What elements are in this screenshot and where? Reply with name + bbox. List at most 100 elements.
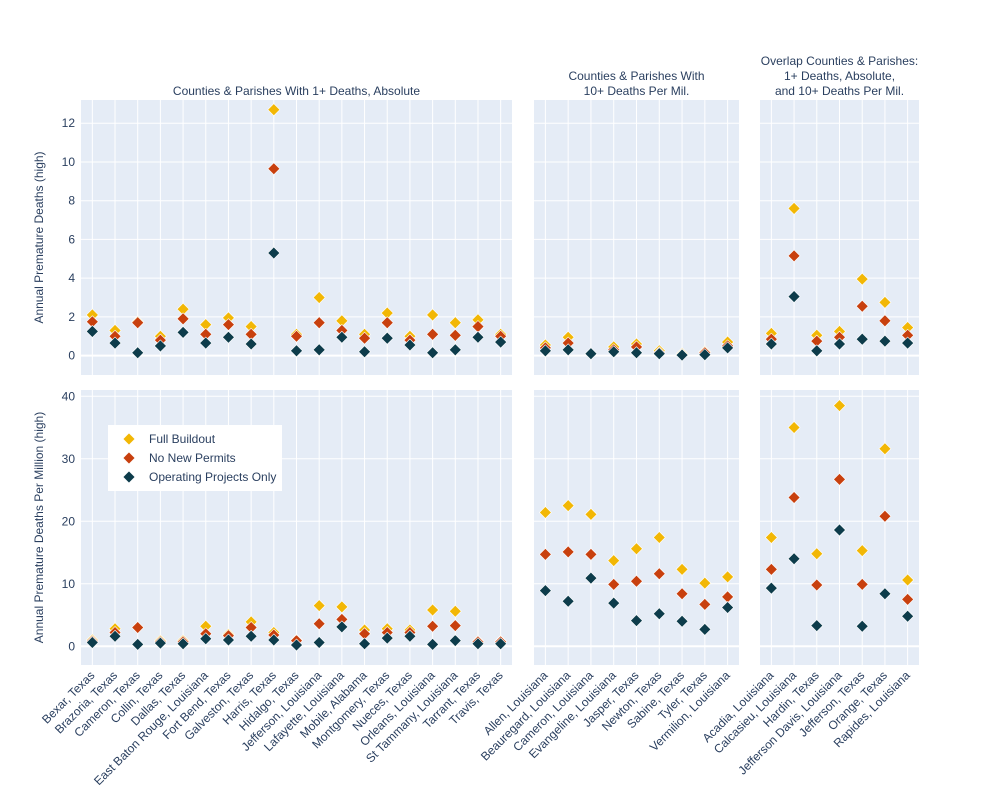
data-point [764,337,778,351]
data-point [901,592,915,606]
data-point [244,337,258,351]
data-point [538,584,552,598]
data-point [698,622,712,636]
legend-marker [122,451,136,465]
data-point [290,329,303,343]
data-point [471,330,485,344]
data-point [607,596,621,610]
data-point [833,523,846,537]
data-point [448,604,462,618]
data-point [267,162,281,176]
data-point [426,327,440,341]
data-point [426,308,440,322]
y-tick-label: 8 [68,194,75,208]
y-tick-label: 6 [68,232,75,246]
data-point [584,547,598,561]
data-point [721,341,735,355]
data-point [855,272,869,286]
data-point [85,325,99,338]
data-point [380,331,394,345]
data-point [721,601,735,614]
data-point [878,334,892,348]
data-point [403,338,417,352]
data-point [855,544,869,558]
data-point [833,337,846,351]
data-point [675,614,689,628]
data-point [698,597,712,611]
data-point [787,552,801,566]
data-point [630,346,643,360]
data-point [561,545,575,559]
data-point [312,343,326,357]
data-point [335,600,349,614]
y-tick-label: 0 [68,349,75,363]
data-point [584,507,598,521]
panel-title: Counties & Parishes With 1+ Deaths, Abso… [173,84,420,98]
data-point [675,562,689,576]
data-point [403,629,417,643]
data-point [448,343,462,357]
data-point [426,637,440,651]
data-point [810,619,824,633]
data-point [267,246,281,260]
legend-marker [122,432,136,446]
data-point [810,344,824,358]
data-point [471,637,485,651]
data-point [290,638,303,652]
data-point [607,577,621,591]
y-tick-label: 0 [68,639,75,653]
data-point [675,587,689,601]
data-point [652,607,666,621]
data-point [878,442,892,456]
data-point [787,202,801,215]
data-point [358,637,371,651]
data-point [878,587,892,601]
data-point [855,299,869,313]
data-point [787,421,801,434]
data-point [630,614,643,628]
data-point [652,531,666,544]
data-point [335,620,349,634]
data-point [176,312,190,326]
data-point [698,348,712,362]
data-point [764,562,778,576]
data-point [380,631,394,645]
y-axis-title: Annual Premature Deaths Per Million (hig… [32,412,46,643]
data-point [199,632,213,646]
y-tick-label: 2 [68,310,75,324]
data-point [607,345,621,359]
legend-label: Full Buildout [149,432,216,446]
data-point [878,314,892,328]
data-point [561,594,575,608]
data-point [131,346,145,360]
data-point [380,316,394,330]
panel-title: Overlap Counties & Parishes: [761,54,918,68]
data-point [448,328,462,342]
data-point [901,609,915,623]
data-point [878,295,892,309]
data-point [222,330,235,344]
data-point [538,344,552,358]
data-point [222,318,235,332]
legend-marker [122,470,136,484]
data-point [787,249,801,263]
data-point [176,325,190,339]
data-point [787,290,801,303]
data-point [630,574,643,588]
data-point [901,336,915,350]
legend-box [108,425,282,491]
data-point [448,316,462,330]
y-tick-label: 10 [62,155,76,169]
data-point [426,346,440,360]
data-point [448,634,462,648]
data-point [698,576,712,590]
data-point [85,636,99,649]
data-point [448,619,462,633]
data-point [833,399,846,413]
data-point [855,332,869,346]
y-axis-title: Annual Premature Deaths (high) [32,151,46,323]
data-point [153,636,167,650]
data-point [267,633,281,647]
y-tick-label: 30 [62,452,76,466]
data-point [153,339,167,353]
